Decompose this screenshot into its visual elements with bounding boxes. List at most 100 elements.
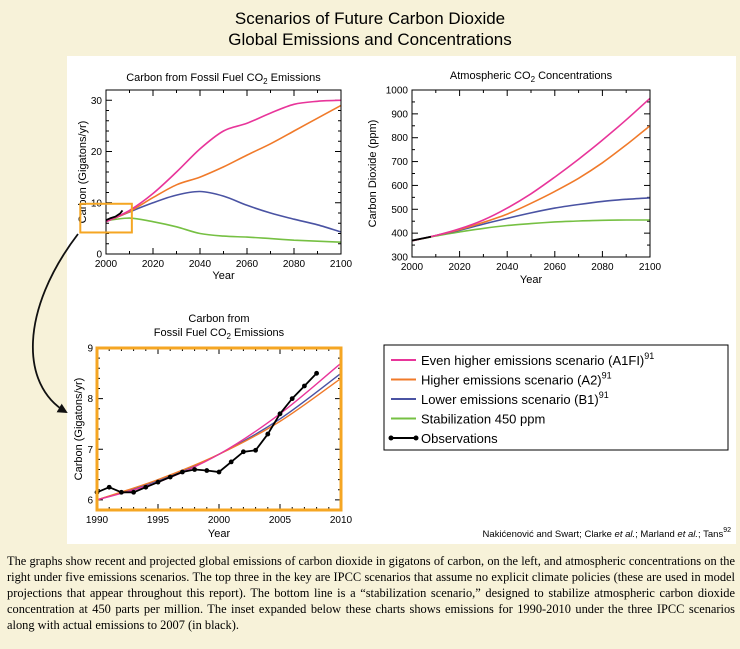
zoom-arrow — [31, 233, 79, 414]
inset-series-a1fi — [96, 362, 342, 501]
concentrations-x-axis-label: Year — [520, 274, 543, 286]
concentrations-y-tick-label: 700 — [391, 157, 408, 168]
concentrations-series-a1fi — [411, 97, 651, 242]
page-title-line1: Scenarios of Future Carbon Dioxide — [234, 9, 506, 28]
inset-obs-point — [155, 479, 161, 485]
concentrations-series-stab — [411, 219, 650, 242]
source-mid: ; Marland — [635, 529, 677, 540]
concentrations-y-tick-label: 400 — [391, 229, 408, 240]
legend-label-a2: Higher emissions scenario (A2)91 — [421, 371, 612, 388]
inset-title-subscript: 2 — [227, 332, 232, 341]
concentrations-y-tick-label: 500 — [391, 205, 408, 216]
inset-plot-frame — [95, 346, 343, 512]
emissions-y-tick-label: 30 — [91, 96, 103, 107]
legend-label-b1: Lower emissions scenario (B1)91 — [421, 390, 609, 407]
concentrations-y-tick-label: 900 — [391, 109, 408, 120]
legend-label-text: Even higher emissions scenario (A1FI) — [421, 353, 644, 368]
figure-caption: The graphs show recent and projected glo… — [7, 554, 735, 632]
inset-ticks — [96, 347, 342, 511]
concentrations-plot-frame — [411, 89, 651, 258]
emissions-x-tick-label: 2000 — [95, 259, 118, 270]
source-superscript: 92 — [723, 527, 731, 534]
inset-obs-point — [192, 467, 198, 472]
source-prefix: Nakićenović and Swart; Clarke — [483, 529, 615, 540]
inset-x-tick-label: 1995 — [147, 515, 170, 526]
legend-obs-marker-end — [413, 435, 419, 441]
inset-title-main: Fossil Fuel CO — [154, 327, 227, 339]
inset-chart: Carbon from Fossil Fuel CO2 Emissions Year… — [73, 313, 353, 540]
legend-label-text: Higher emissions scenario (A2) — [421, 373, 602, 388]
emissions-x-tick-label: 2100 — [330, 259, 353, 270]
inset-obs-point — [265, 431, 271, 437]
legend: Even higher emissions scenario (A1FI)91 H… — [383, 344, 729, 451]
concentrations-x-tick-label: 2000 — [401, 262, 424, 273]
page-title-line2: Global Emissions and Concentrations — [228, 30, 512, 49]
legend-label-superscript: 91 — [644, 351, 654, 361]
emissions-y-tick-label: 0 — [96, 250, 102, 261]
emissions-plot-frame — [105, 89, 342, 255]
emissions-x-tick-label: 2040 — [189, 259, 212, 270]
concentrations-y-axis-label: Carbon Dioxide (ppm) — [367, 120, 379, 228]
legend-label-stab: Stabilization 450 ppm — [421, 412, 545, 427]
inset-obs-point — [228, 459, 234, 465]
inset-y-axis-label: Carbon (Gigatons/yr) — [73, 378, 85, 481]
legend-label-text: Observations — [421, 431, 498, 446]
concentrations-chart: Atmospheric CO2 Concentrations Year Carbon… — [367, 70, 662, 286]
inset-obs-point — [253, 447, 258, 453]
inset-x-axis-label: Year — [208, 528, 231, 540]
inset-x-tick-label: 1990 — [86, 515, 109, 526]
concentrations-x-tick-label: 2100 — [639, 262, 662, 273]
legend-label-text: Lower emissions scenario (B1) — [421, 392, 599, 407]
emissions-chart: Carbon from Fossil Fuel CO2 Emissions Yea… — [77, 72, 353, 282]
inset-y-tick-label: 8 — [87, 394, 93, 405]
inset-title-line1: Carbon from — [188, 313, 249, 325]
emissions-y-tick-label: 20 — [91, 147, 103, 158]
inset-obs-point — [314, 370, 319, 376]
emissions-x-tick-label: 2060 — [236, 259, 259, 270]
inset-obs-point — [106, 484, 112, 490]
source-etal-1: et al. — [615, 529, 636, 540]
inset-obs-point — [241, 449, 246, 455]
inset-obs-point — [131, 489, 137, 495]
inset-obs-point — [277, 411, 283, 417]
source-note: Nakićenović and Swart; Clarke et al.; Ma… — [483, 527, 732, 540]
chart-panel — [67, 56, 736, 544]
emissions-series-stab — [105, 217, 342, 243]
emissions-y-axis-label: Carbon (Gigatons/yr) — [77, 121, 89, 224]
emissions-series-b1 — [105, 190, 342, 233]
legend-label-a1fi: Even higher emissions scenario (A1FI)91 — [421, 351, 654, 368]
concentrations-x-tick-label: 2080 — [591, 262, 614, 273]
concentrations-y-tick-label: 1000 — [386, 86, 409, 97]
inset-obs-point — [143, 484, 149, 490]
inset-y-tick-label: 7 — [87, 445, 93, 456]
inset-obs-point — [216, 469, 222, 475]
emissions-series-a1fi — [105, 99, 342, 223]
inset-y-tick-label: 6 — [87, 495, 93, 506]
concentrations-series-obs — [411, 235, 432, 242]
inset-x-tick-label: 2010 — [330, 515, 353, 526]
inset-series-a2 — [96, 377, 342, 501]
emissions-title: Carbon from Fossil Fuel CO2 Emissions — [126, 72, 321, 86]
inset-series-b1 — [96, 372, 342, 501]
concentrations-title-subscript: 2 — [531, 75, 536, 84]
source-etal-2: et al. — [677, 529, 698, 540]
emissions-series-a2 — [105, 104, 342, 223]
inset-x-tick-label: 2005 — [269, 515, 292, 526]
concentrations-x-tick-label: 2040 — [496, 262, 519, 273]
emissions-inset-highlight — [79, 202, 133, 234]
concentrations-y-tick-label: 300 — [391, 253, 408, 264]
inset-title: Fossil Fuel CO2 Emissions — [154, 327, 285, 341]
emissions-x-axis-label: Year — [212, 270, 235, 282]
concentrations-title-main: Atmospheric CO — [450, 70, 531, 82]
concentrations-x-tick-label: 2060 — [544, 262, 567, 273]
inset-series-obs — [96, 372, 318, 494]
emissions-series-obs — [105, 209, 124, 222]
concentrations-x-tick-label: 2020 — [448, 262, 471, 273]
emissions-title-subscript: 2 — [263, 77, 268, 86]
inset-obs-point — [180, 469, 185, 475]
inset-obs-point — [289, 396, 295, 402]
inset-obs-point — [119, 489, 124, 495]
emissions-title-rest: Emissions — [268, 72, 322, 84]
inset-obs-point — [204, 468, 210, 473]
